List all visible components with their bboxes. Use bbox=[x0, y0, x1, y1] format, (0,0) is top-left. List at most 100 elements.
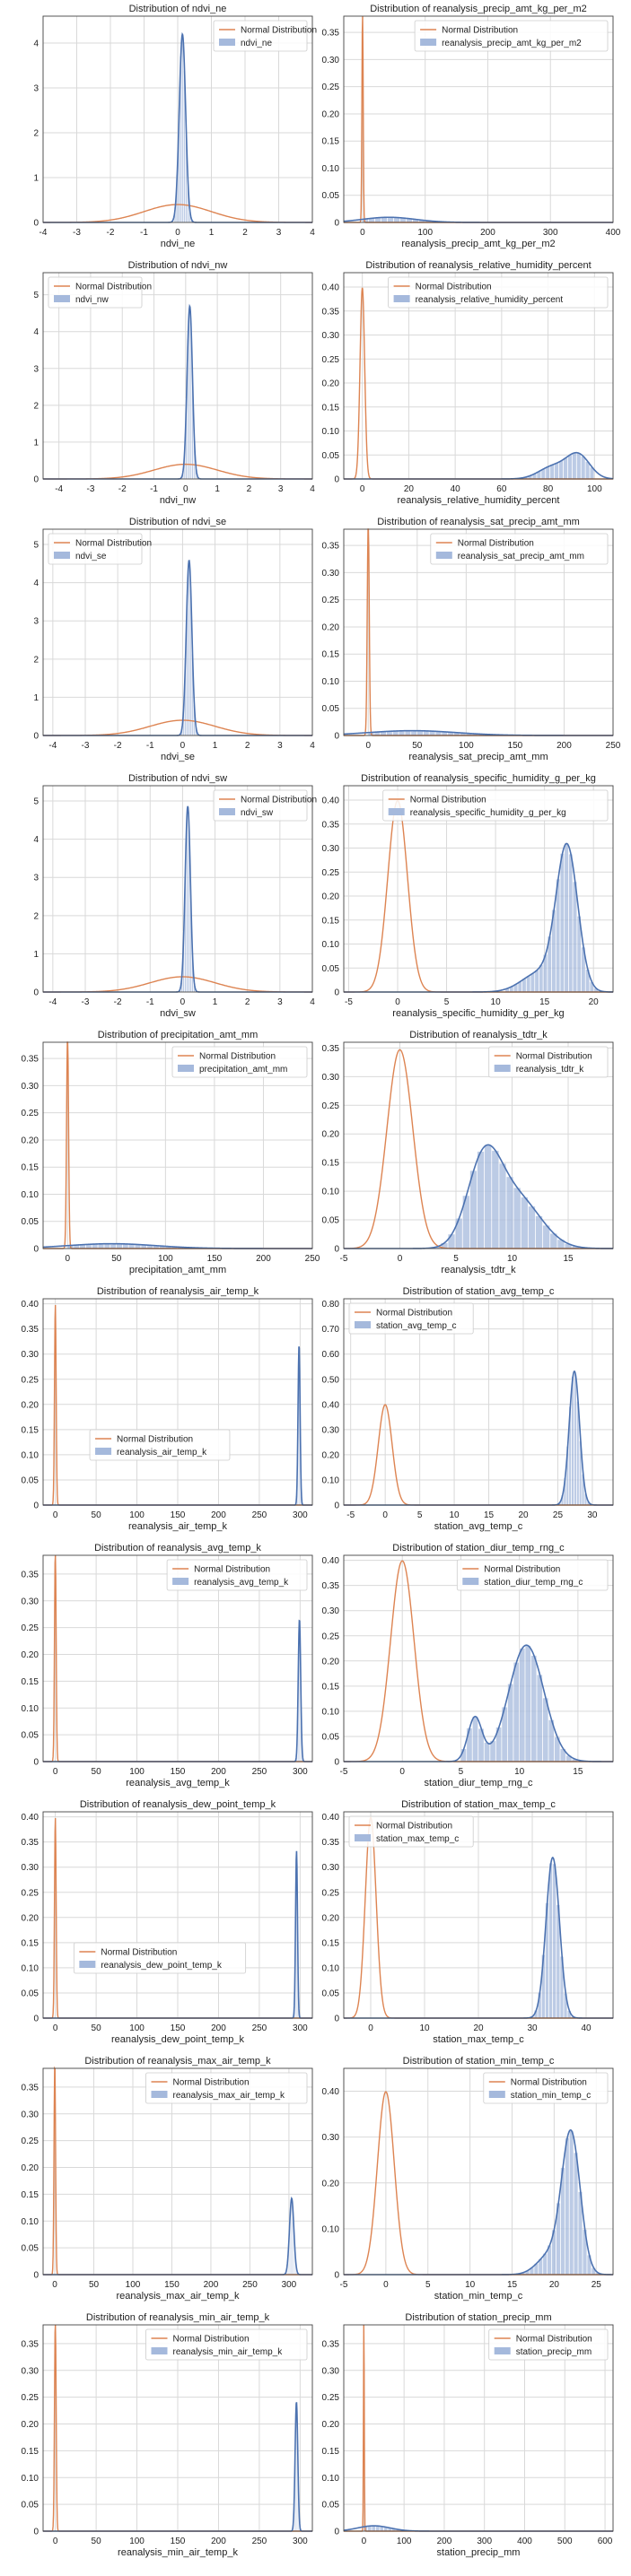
y-tick-label: 0.15 bbox=[322, 1938, 340, 1948]
legend-data-swatch bbox=[488, 2091, 505, 2098]
histogram-bar bbox=[484, 1144, 492, 1249]
y-tick-label: 0 bbox=[33, 1758, 39, 1768]
x-tick-label: 10 bbox=[419, 2023, 430, 2033]
legend-normal-label: Normal Distribution bbox=[484, 1565, 560, 1575]
histogram-bar bbox=[537, 1675, 543, 1762]
histogram-bar bbox=[569, 2130, 574, 2276]
y-tick-label: 0.05 bbox=[22, 1731, 39, 1741]
chart-title: Distribution of reanalysis_air_temp_k bbox=[97, 1286, 259, 1297]
x-tick-label: 0 bbox=[65, 1254, 70, 1264]
histogram-bar bbox=[565, 2137, 570, 2276]
histogram-bar bbox=[542, 1697, 548, 1762]
histogram-bar bbox=[484, 1742, 490, 1762]
x-axis-label: precipitation_amt_mm bbox=[129, 1265, 226, 1275]
y-tick-label: 0 bbox=[33, 2015, 39, 2024]
y-tick-label: 0.10 bbox=[22, 1963, 39, 1973]
histogram-bar bbox=[558, 460, 564, 480]
histogram-bar bbox=[448, 1233, 456, 1249]
y-tick-label: 0.30 bbox=[22, 2366, 39, 2376]
y-tick-label: 0.10 bbox=[322, 427, 340, 437]
x-tick-label: -5 bbox=[346, 1510, 355, 1520]
x-tick-label: 50 bbox=[92, 1510, 102, 1520]
histogram-bar bbox=[181, 34, 184, 223]
y-tick-label: 0 bbox=[33, 988, 39, 998]
y-tick-label: 0.25 bbox=[322, 1632, 340, 1641]
x-tick-label: 1 bbox=[213, 741, 218, 751]
histogram-bar bbox=[477, 1151, 485, 1249]
histogram-bar bbox=[466, 1727, 473, 1762]
histogram-bar bbox=[519, 1648, 525, 1762]
normal-distribution-line bbox=[43, 719, 312, 736]
x-tick-label: 100 bbox=[126, 2280, 141, 2290]
y-tick-label: 0.25 bbox=[22, 1623, 39, 1633]
histogram-bar bbox=[387, 217, 394, 223]
y-tick-label: 0.40 bbox=[322, 283, 340, 293]
y-tick-label: 0.40 bbox=[22, 1300, 39, 1310]
histogram-bar bbox=[372, 2525, 376, 2532]
y-tick-label: 3 bbox=[33, 364, 39, 374]
chart-title: Distribution of station_diur_temp_rng_c bbox=[392, 1543, 565, 1553]
plot-frame bbox=[42, 785, 313, 993]
y-tick-label: 0 bbox=[334, 2271, 339, 2281]
chart-title: Distribution of reanalysis_avg_temp_k bbox=[94, 1543, 261, 1553]
y-tick-label: 0.35 bbox=[322, 1838, 340, 1848]
x-tick-label: 3 bbox=[276, 228, 282, 238]
legend: Normal Distribution reanalysis_air_temp_k bbox=[89, 1429, 231, 1461]
x-tick-label: 5 bbox=[417, 1510, 423, 1520]
x-tick-label: 200 bbox=[211, 1767, 226, 1777]
x-tick-label: 150 bbox=[171, 1767, 186, 1777]
histogram-bar bbox=[545, 466, 550, 480]
x-tick-label: -1 bbox=[146, 997, 154, 1007]
x-tick-label: -3 bbox=[73, 228, 81, 238]
histogram-bar bbox=[576, 453, 582, 480]
legend-normal-label: Normal Distribution bbox=[75, 539, 152, 549]
x-tick-label: 25 bbox=[553, 1510, 564, 1520]
y-tick-label: 2 bbox=[33, 655, 39, 665]
y-tick-label: 0.15 bbox=[22, 1163, 39, 1173]
x-tick-label: -3 bbox=[82, 741, 90, 751]
legend-data-swatch bbox=[172, 1578, 189, 1585]
y-tick-label: 0.10 bbox=[322, 2224, 340, 2234]
y-tick-label: 0.20 bbox=[322, 1657, 340, 1667]
legend-data-swatch bbox=[79, 1961, 96, 1968]
chart-title: Distribution of reanalysis_max_air_temp_… bbox=[84, 2056, 271, 2067]
histogram-bar bbox=[556, 878, 560, 993]
kde-line bbox=[43, 805, 312, 993]
x-tick-label: 4 bbox=[310, 228, 315, 238]
chart-title: Distribution of station_precip_mm bbox=[405, 2312, 551, 2323]
y-tick-label: 0.35 bbox=[322, 820, 340, 830]
legend-box bbox=[483, 2072, 609, 2104]
chart-panel: 0 50 100 150 200 250 300 0 0.05 0.10 0.15 0.20 0.25 0… bbox=[22, 2056, 313, 2302]
x-tick-label: 0 bbox=[53, 1767, 58, 1777]
y-tick-label: 0.25 bbox=[22, 1375, 39, 1385]
x-tick-label: 10 bbox=[514, 1767, 525, 1777]
y-tick-label: 0.15 bbox=[22, 1425, 39, 1435]
y-tick-label: 0.15 bbox=[22, 1938, 39, 1948]
x-tick-label: 200 bbox=[480, 228, 495, 238]
histogram-bar bbox=[491, 1150, 499, 1249]
x-axis-label: ndvi_ne bbox=[161, 239, 196, 249]
legend-data-label: station_precip_mm bbox=[516, 2347, 592, 2357]
y-tick-label: 0 bbox=[334, 475, 339, 485]
histogram-bar bbox=[568, 854, 574, 993]
legend-data-swatch bbox=[388, 808, 405, 815]
y-tick-label: 0.20 bbox=[322, 109, 340, 119]
y-tick-label: 0.30 bbox=[322, 1863, 340, 1873]
x-axis-label: reanalysis_avg_temp_k bbox=[126, 1778, 230, 1788]
y-tick-label: 0.25 bbox=[22, 1888, 39, 1898]
x-tick-label: 100 bbox=[129, 1510, 145, 1520]
x-tick-label: 5 bbox=[444, 997, 450, 1007]
x-tick-label: 200 bbox=[557, 741, 572, 751]
x-tick-label: 150 bbox=[171, 2537, 186, 2546]
y-tick-label: 0 bbox=[33, 1245, 39, 1255]
x-tick-label: 10 bbox=[507, 1254, 518, 1264]
x-tick-label: 1 bbox=[213, 997, 218, 1007]
chart-title: Distribution of reanalysis_tdtr_k bbox=[409, 1030, 548, 1040]
y-tick-label: 0.30 bbox=[322, 56, 340, 65]
chart-panel: 0 20 40 60 80 100 0 0.05 0.10 0.15 0.20 0.25 0.30 0.3… bbox=[322, 260, 614, 506]
x-tick-label: 20 bbox=[473, 2023, 484, 2033]
histogram-bar bbox=[581, 456, 586, 480]
x-tick-label: 0 bbox=[383, 2280, 389, 2290]
histogram-bar bbox=[548, 1862, 553, 2019]
y-tick-label: 0.10 bbox=[22, 2474, 39, 2484]
